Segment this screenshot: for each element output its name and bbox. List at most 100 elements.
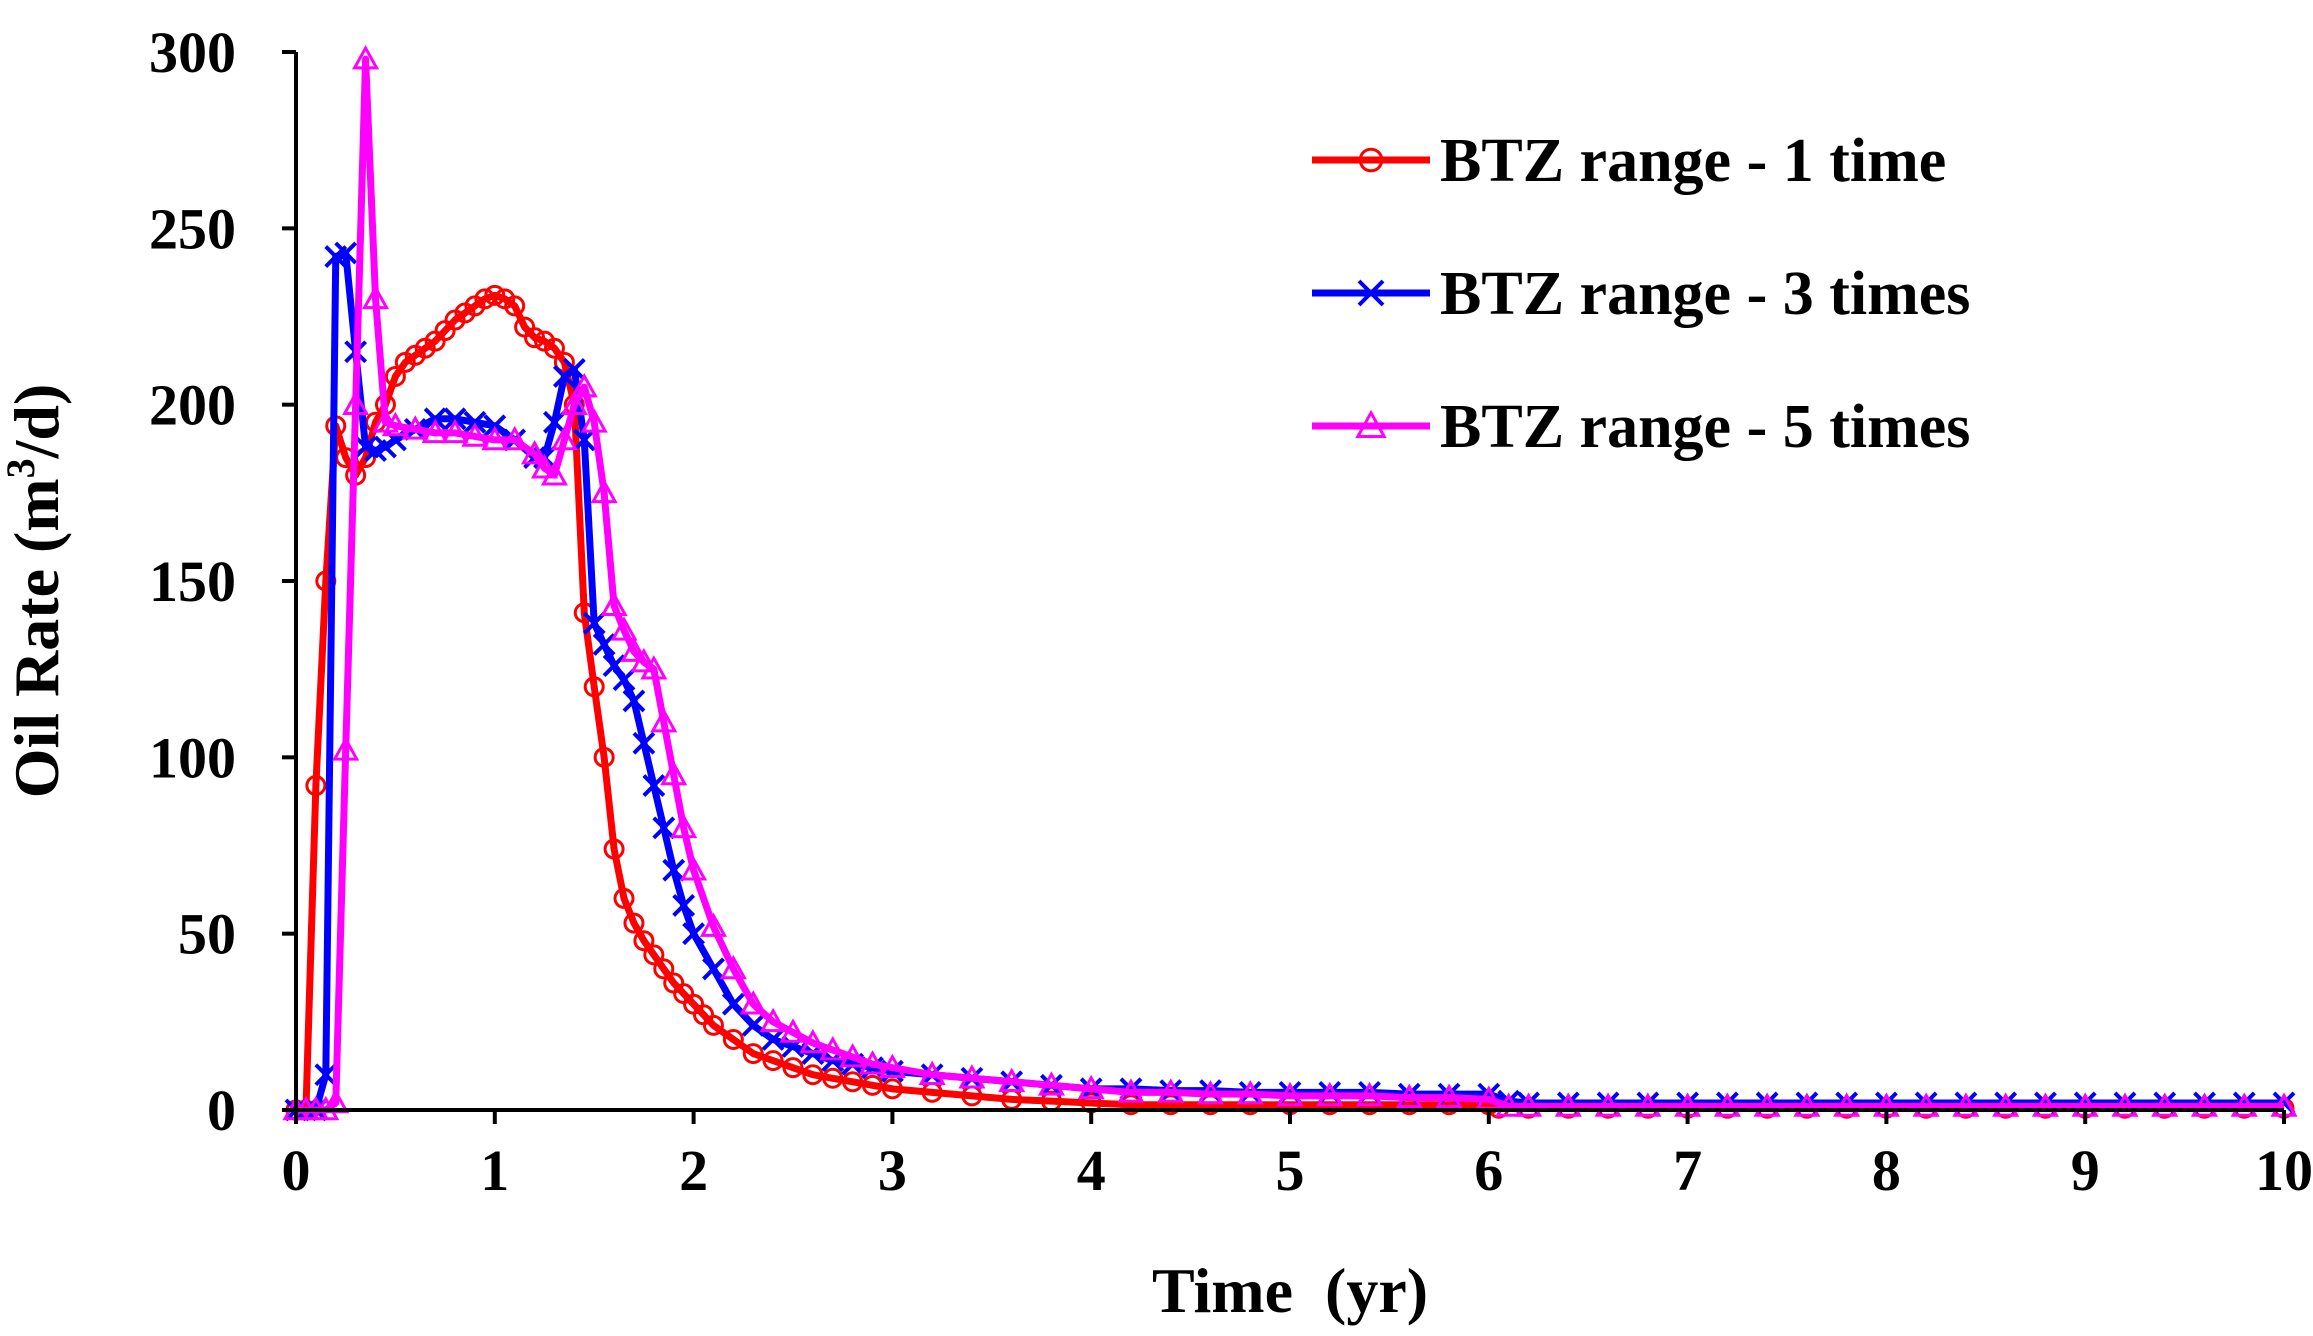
data-point [719, 954, 747, 980]
data-point [524, 327, 546, 349]
data-point [662, 858, 686, 882]
data-point [423, 407, 447, 431]
data-point [622, 689, 646, 713]
series-3 [282, 44, 2298, 1121]
data-point [2190, 1092, 2219, 1117]
x-tick-label: 9 [2071, 1138, 2100, 1203]
data-point [421, 418, 449, 444]
data-point [672, 894, 696, 917]
data-point [842, 1071, 864, 1093]
data-point [603, 838, 625, 860]
data-point [474, 288, 496, 310]
data-point [1276, 1081, 1304, 1107]
data-point [680, 856, 708, 881]
data-point [1395, 1083, 1423, 1108]
data-point [1634, 1092, 1662, 1117]
data-point [650, 707, 678, 733]
data-point [2151, 1092, 2179, 1117]
y-axis-label-sup: 3 [0, 458, 43, 478]
data-point [1515, 1092, 1543, 1117]
data-point [739, 990, 767, 1015]
data-point [1117, 1078, 1145, 1103]
data-point [381, 411, 409, 437]
data-point [1236, 1080, 1264, 1105]
y-axis-label-main: Oil Rate (m [1, 478, 72, 798]
data-point [501, 425, 529, 451]
data-point [463, 410, 487, 434]
data-point [1554, 1092, 1582, 1117]
data-point [580, 408, 608, 433]
data-point [761, 1028, 785, 1051]
legend-label: BTZ range - 3 times [1440, 260, 1970, 328]
x-tick-label: 10 [2255, 1138, 2313, 1203]
data-point [779, 1018, 807, 1043]
y-tick-label: 300 [149, 20, 236, 85]
data-point [602, 654, 626, 678]
data-point [401, 415, 429, 440]
data-point [481, 425, 509, 451]
y-tick-label: 50 [178, 902, 236, 967]
data-point [670, 813, 698, 839]
y-tick-label: 0 [207, 1078, 236, 1143]
legend-label: BTZ range - 5 times [1440, 393, 1970, 461]
data-point [553, 351, 575, 373]
x-tick-label: 2 [679, 1138, 708, 1203]
data-point [741, 1013, 765, 1037]
data-point [858, 1050, 887, 1075]
data-point [540, 461, 568, 486]
data-point [652, 816, 676, 840]
data-point [623, 912, 645, 934]
data-point [550, 425, 578, 451]
data-point [562, 357, 586, 381]
data-point [998, 1067, 1026, 1093]
legend-label: BTZ range - 1 time [1440, 127, 1946, 195]
data-point [361, 284, 390, 310]
y-axis-label-tail: /d) [1, 384, 72, 460]
data-point [1358, 147, 1384, 173]
data-point [543, 410, 566, 434]
legend: BTZ range - 1 time BTZ range - 3 times BTZ… [1312, 127, 1970, 461]
data-point [839, 1043, 867, 1068]
data-point [483, 414, 507, 438]
data-point [613, 887, 635, 909]
data-point [592, 633, 616, 656]
x-tick-label: 8 [1872, 1138, 1901, 1203]
data-point [1793, 1092, 1821, 1117]
data-point [699, 912, 728, 937]
y-tick-label: 200 [149, 373, 236, 438]
data-point [722, 1028, 744, 1050]
data-point [653, 958, 675, 980]
x-tick-label: 4 [1077, 1138, 1106, 1203]
data-point [352, 44, 380, 70]
data-point [1316, 1081, 1344, 1107]
data-point [384, 365, 406, 387]
data-point [1355, 1081, 1384, 1107]
data-point [342, 390, 370, 415]
x-tick-label: 7 [1673, 1138, 1702, 1203]
data-point [334, 241, 358, 265]
x-axis-label: Time (yr) [1152, 1255, 1428, 1326]
data-point [1435, 1083, 1463, 1108]
data-point [543, 337, 565, 359]
data-point [881, 1078, 903, 1100]
data-point [305, 775, 327, 797]
data-point [958, 1064, 986, 1089]
data-point [1157, 1078, 1185, 1103]
data-point [2031, 1092, 2059, 1117]
data-point [560, 390, 588, 415]
data-point [572, 428, 596, 452]
data-point [2230, 1092, 2258, 1117]
data-point [582, 611, 606, 635]
data-point [521, 439, 549, 465]
data-point [332, 736, 360, 761]
data-point [570, 372, 598, 398]
data-point [1357, 279, 1385, 307]
series-layer [282, 44, 2298, 1122]
data-point [1833, 1092, 1861, 1117]
data-point [640, 655, 668, 680]
data-point [759, 1007, 787, 1033]
ticks: 0 50 100 150 200 250 300 0 1 2 3 4 5 6 7 8 9 10 [149, 20, 2313, 1203]
y-tick-label: 250 [149, 196, 236, 261]
data-point [441, 418, 469, 444]
